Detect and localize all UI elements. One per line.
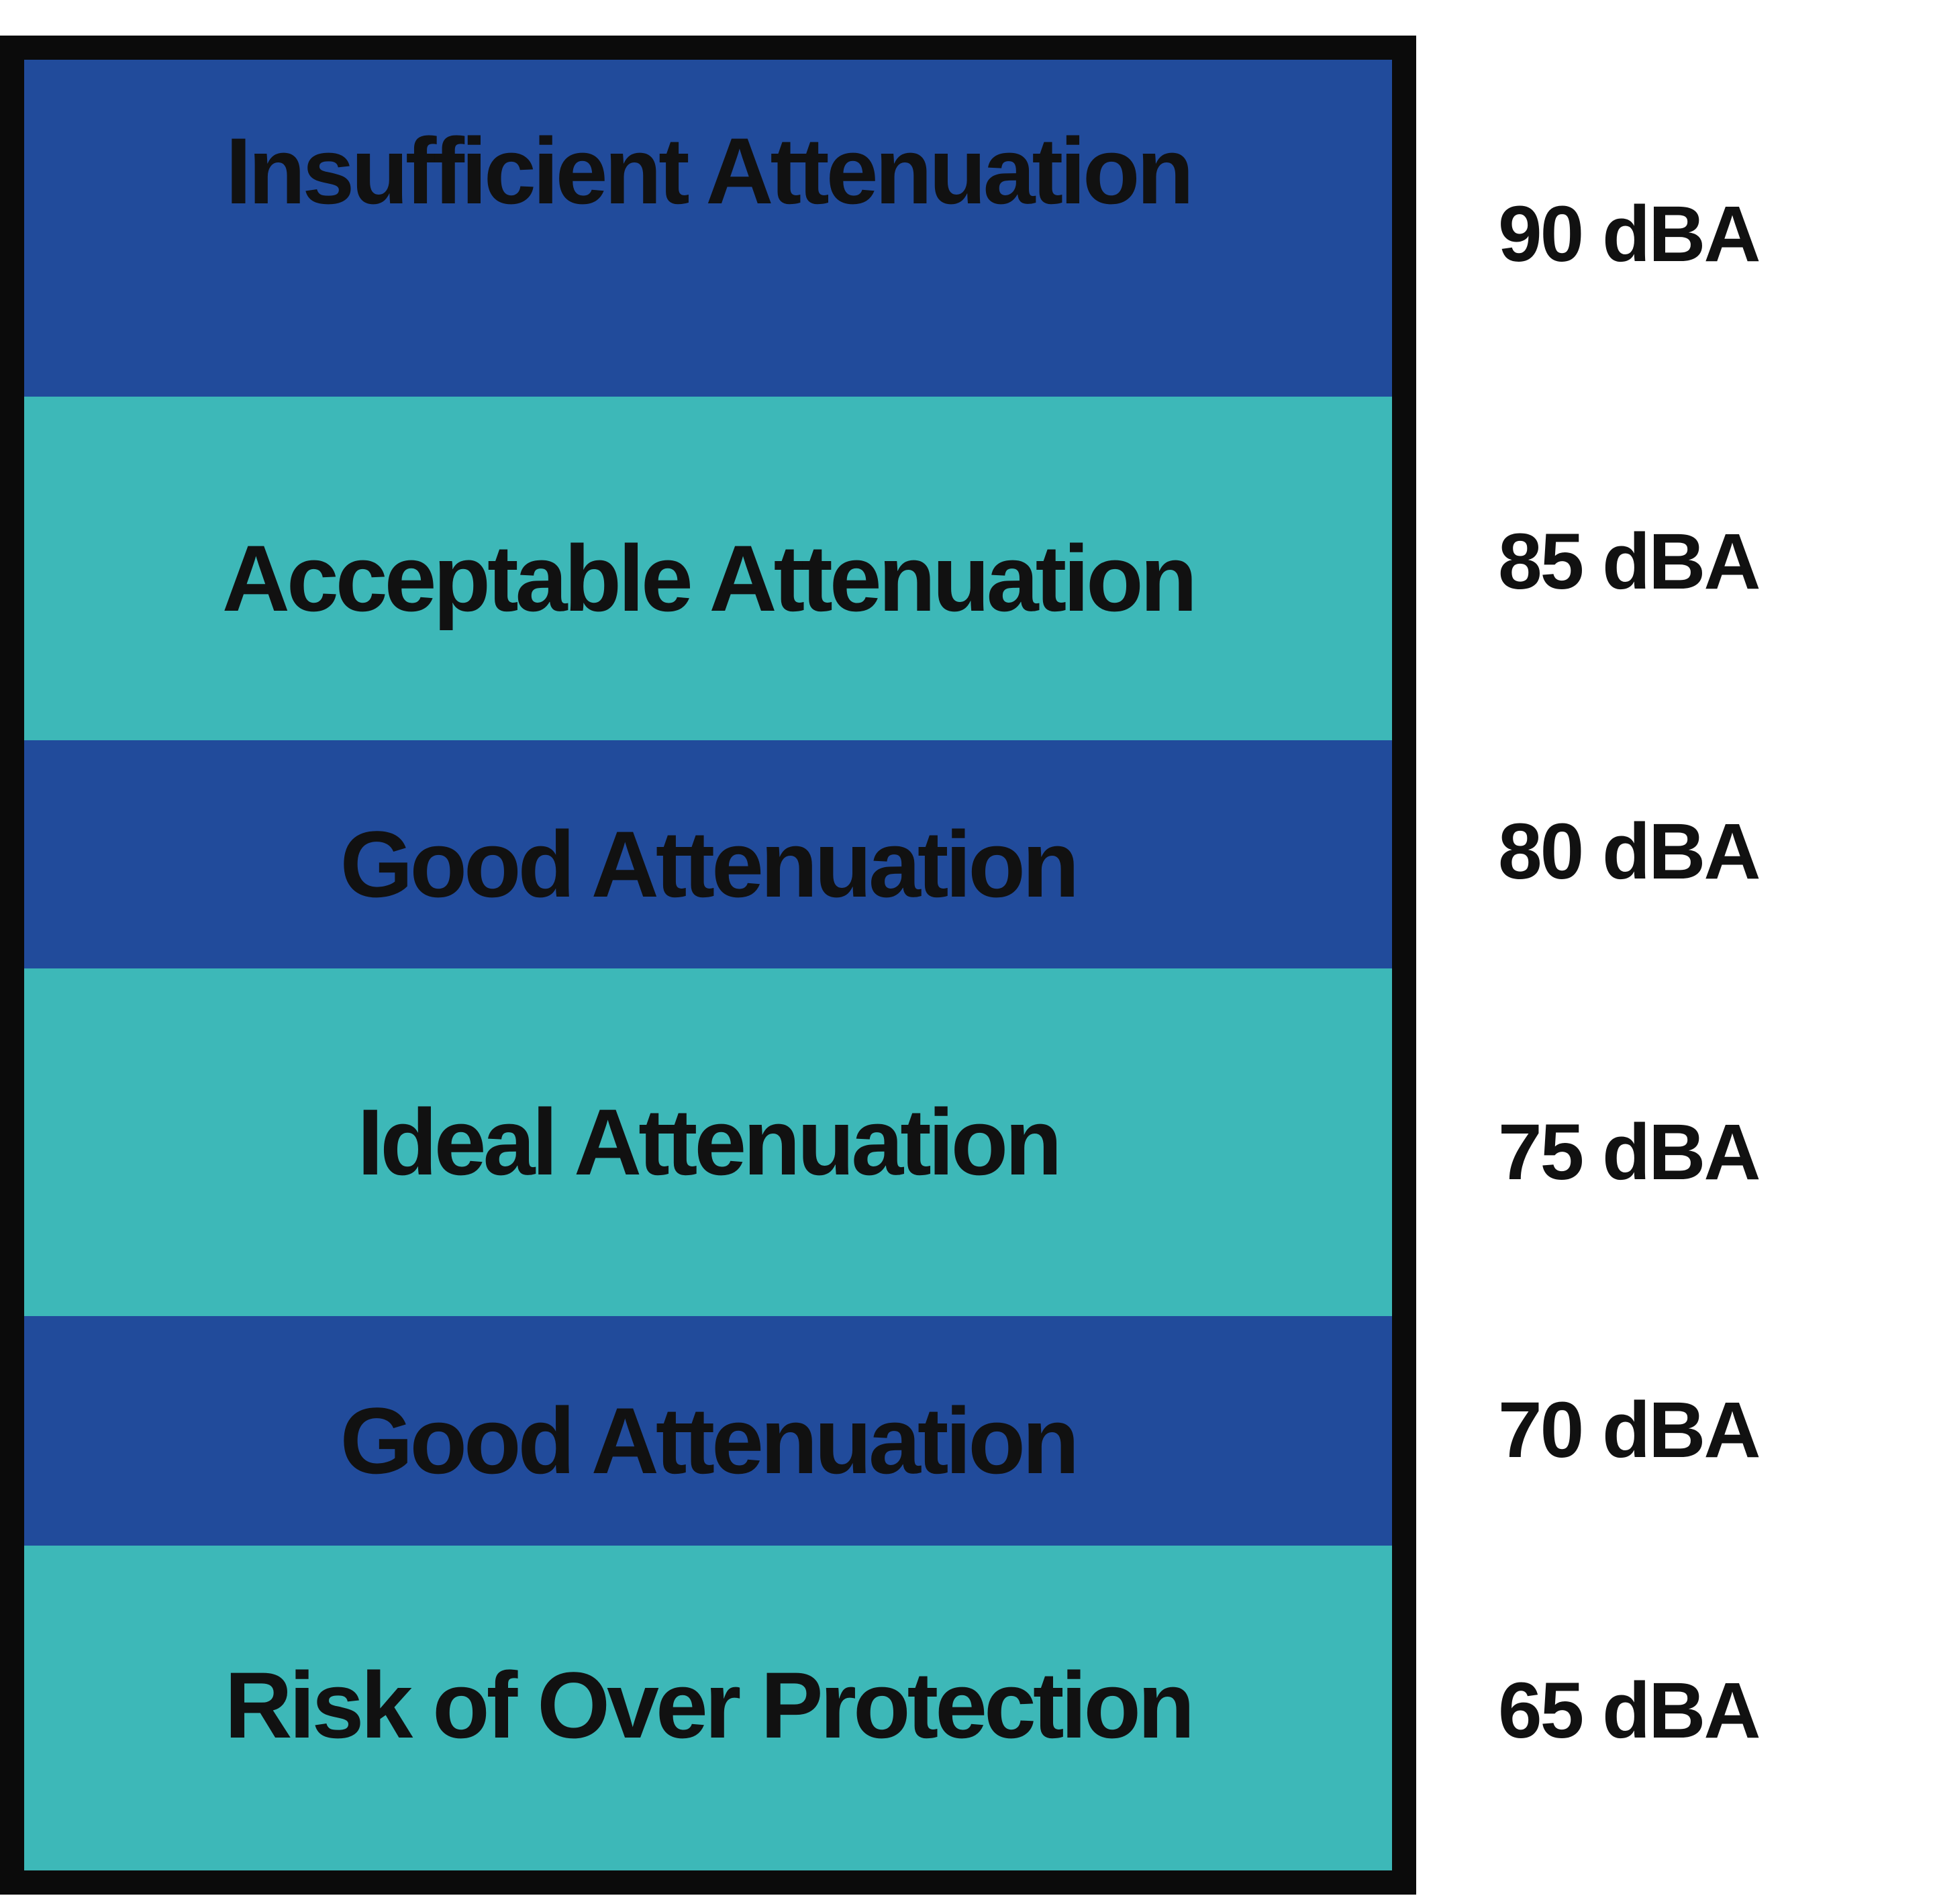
level-label-85: 85 dBA [1498, 517, 1761, 606]
band-label: Acceptable Attenuation [221, 525, 1197, 631]
attenuation-chart-frame: Insufficient Attenuation Acceptable Atte… [0, 36, 1416, 1895]
band-label: Ideal Attenuation [357, 1089, 1062, 1195]
band-good-attenuation-upper: Good Attenuation [24, 740, 1392, 968]
band-label: Risk of Over Protection [224, 1652, 1195, 1758]
band-ideal-attenuation: Ideal Attenuation [24, 968, 1392, 1316]
level-label-80: 80 dBA [1498, 807, 1761, 896]
level-label-90: 90 dBA [1498, 190, 1761, 279]
band-label: Good Attenuation [340, 1388, 1080, 1493]
band-good-attenuation-lower: Good Attenuation [24, 1316, 1392, 1546]
band-acceptable-attenuation: Acceptable Attenuation [24, 397, 1392, 740]
band-risk-of-over-protection: Risk of Over Protection [24, 1546, 1392, 1870]
level-label-75: 75 dBA [1498, 1108, 1761, 1197]
level-label-65: 65 dBA [1498, 1666, 1761, 1755]
band-label: Insufficient Attenuation [225, 118, 1194, 223]
band-insufficient-attenuation: Insufficient Attenuation [24, 60, 1392, 397]
band-label: Good Attenuation [340, 811, 1080, 917]
level-label-70: 70 dBA [1498, 1386, 1761, 1474]
